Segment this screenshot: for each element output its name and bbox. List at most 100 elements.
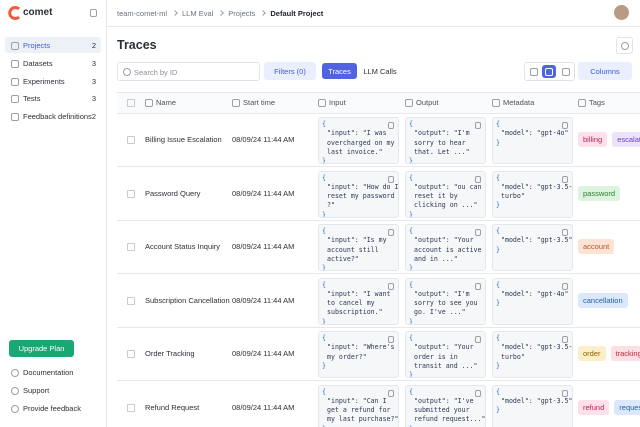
footer-link[interactable]: Provide feedback: [23, 404, 81, 413]
tag: tracking: [610, 346, 640, 361]
json-line: last invoice.": [327, 147, 383, 156]
footer-link[interactable]: Support: [23, 386, 50, 395]
json-line: my order?": [327, 352, 367, 361]
row-checkbox[interactable]: [127, 296, 135, 305]
column-header[interactable]: Name: [156, 98, 177, 107]
copy-icon[interactable]: [562, 336, 568, 343]
copy-icon[interactable]: [388, 175, 394, 183]
row-checkbox[interactable]: [127, 403, 135, 412]
nav-label[interactable]: Tests: [23, 94, 41, 104]
view-large[interactable]: [562, 68, 570, 76]
columns-button[interactable]: Columns: [578, 62, 632, 80]
row-checkbox[interactable]: [127, 350, 135, 358]
trace-name[interactable]: Account Status Inquiry: [145, 242, 221, 251]
filters-label: Filters (0): [274, 66, 306, 76]
columns-label: Columns: [590, 66, 620, 76]
nav-label[interactable]: Datasets: [23, 58, 53, 68]
json-line: "model": "gpt-3.5": [501, 236, 573, 245]
nav-icon: [11, 77, 19, 86]
json-cell: {"model": "gpt-4o"}: [492, 117, 573, 164]
json-line: {: [322, 334, 326, 342]
trace-name[interactable]: Order Tracking: [145, 349, 195, 358]
nav-count: 3: [91, 94, 96, 104]
start-time: 08/09/24 11:44 AM: [232, 135, 295, 144]
collapse-button[interactable]: [90, 9, 97, 17]
nav-icon: [11, 59, 19, 68]
trace-name[interactable]: Password Query: [145, 188, 201, 198]
json-line: "input": "I want: [327, 289, 391, 298]
refresh-button[interactable]: [616, 37, 633, 54]
trace-name[interactable]: Refund Request: [145, 402, 200, 412]
search-box[interactable]: Search by ID: [117, 62, 260, 81]
filters-button[interactable]: Filters (0): [264, 62, 316, 80]
json-line: to cancel my: [327, 299, 375, 308]
active-nav-bg: [5, 37, 101, 53]
upgrade-button[interactable]: Upgrade Plan: [9, 340, 74, 357]
nav-count: 3: [91, 58, 96, 68]
page-title: Traces: [117, 38, 157, 52]
copy-icon[interactable]: [475, 389, 481, 397]
copy-icon[interactable]: [562, 229, 568, 236]
view-compact[interactable]: [530, 68, 538, 76]
column-header[interactable]: Metadata: [503, 98, 535, 107]
json-line: {: [496, 280, 500, 289]
view-medium[interactable]: [542, 65, 556, 78]
row-checkbox[interactable]: [127, 136, 135, 144]
copy-icon[interactable]: [475, 122, 481, 129]
json-line: clicking on ...": [414, 201, 478, 210]
breadcrumb-separator: [172, 10, 178, 16]
json-line: overcharged on my: [327, 138, 395, 147]
tab-llm-calls[interactable]: LLM Calls: [359, 63, 401, 79]
column-header[interactable]: Output: [416, 98, 439, 107]
copy-icon[interactable]: [475, 282, 481, 290]
copy-icon[interactable]: [388, 389, 394, 397]
copy-icon[interactable]: [388, 336, 394, 343]
tab-traces[interactable]: Traces: [322, 63, 357, 79]
nav-label[interactable]: Feedback definitions: [23, 112, 92, 122]
json-line: }: [409, 210, 413, 218]
start-time: 08/09/24 11:44 AM: [232, 242, 295, 251]
json-line: "input": "I was: [327, 129, 387, 138]
breadcrumb-item[interactable]: Projects: [228, 9, 256, 18]
copy-icon[interactable]: [562, 389, 568, 397]
copy-icon[interactable]: [475, 175, 481, 183]
json-line: turbo": [501, 352, 525, 361]
copy-icon[interactable]: [562, 122, 568, 129]
tag: password: [578, 185, 621, 201]
copy-icon[interactable]: [562, 282, 568, 290]
start-time: 08/09/24 11:44 AM: [232, 188, 295, 198]
table-row: Billing Issue Escalation 08/09/24 11:44 A…: [117, 113, 640, 167]
footer-link[interactable]: Documentation: [23, 368, 74, 377]
json-cell: {"model": "gpt-3.5- turbo"}: [492, 331, 573, 378]
copy-icon[interactable]: [475, 229, 481, 236]
breadcrumb-item[interactable]: team-comet-ml: [117, 9, 168, 18]
copy-icon[interactable]: [562, 175, 568, 183]
json-line: {: [322, 227, 326, 235]
json-line: account is active: [414, 245, 482, 254]
column-header[interactable]: Tags: [589, 98, 605, 107]
avatar[interactable]: [614, 5, 629, 20]
json-line: {: [496, 334, 500, 342]
json-line: "output": "Your: [414, 236, 474, 245]
footer-icon: [11, 369, 19, 377]
header-checkbox[interactable]: [127, 99, 135, 107]
start-time: 08/09/24 11:44 AM: [232, 295, 295, 305]
column-header[interactable]: Start time: [243, 98, 276, 107]
nav-label[interactable]: Experiments: [23, 76, 65, 86]
json-line: turbo": [501, 192, 525, 201]
row-checkbox[interactable]: [127, 243, 135, 251]
json-line: "input": "Is my: [327, 236, 387, 245]
search-icon: [123, 68, 131, 76]
copy-icon[interactable]: [388, 229, 394, 236]
nav-label[interactable]: Projects: [23, 41, 51, 50]
json-line: {: [496, 173, 500, 182]
breadcrumb-item[interactable]: LLM Eval: [182, 9, 214, 18]
copy-icon[interactable]: [388, 282, 394, 290]
copy-icon[interactable]: [388, 122, 394, 129]
trace-name[interactable]: Subscription Cancellation: [145, 295, 230, 305]
row-checkbox[interactable]: [127, 189, 135, 198]
copy-icon[interactable]: [475, 336, 481, 343]
column-header[interactable]: Input: [329, 98, 346, 107]
json-cell: {"output": "Your account is active and in …: [405, 224, 486, 271]
trace-name[interactable]: Billing Issue Escalation: [145, 135, 222, 144]
